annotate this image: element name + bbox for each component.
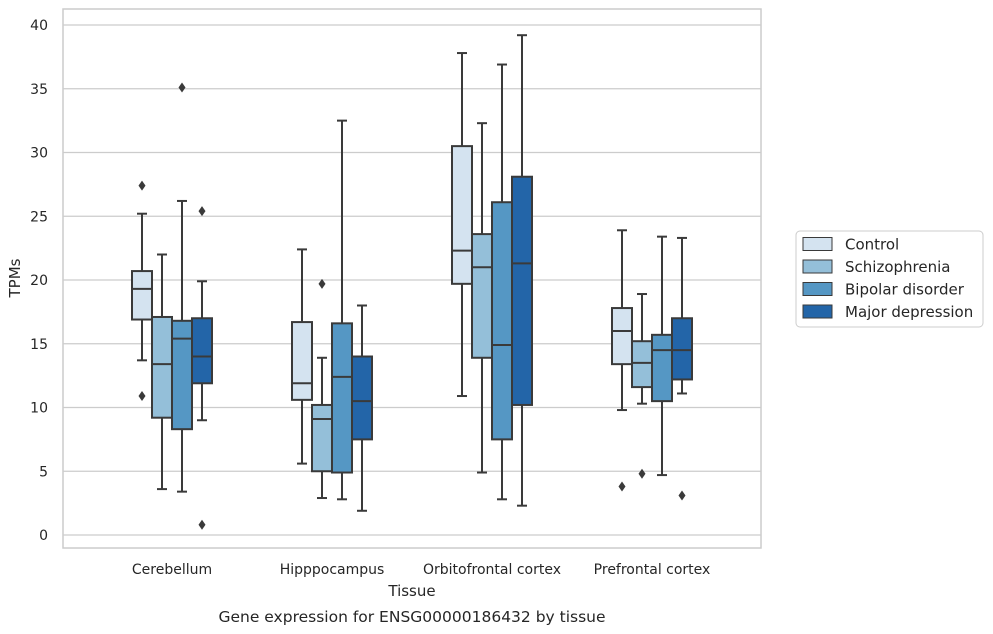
outlier-point (618, 481, 626, 492)
box-groups (131, 34, 693, 530)
chart-caption: Gene expression for ENSG00000186432 by t… (218, 608, 605, 626)
box-body (671, 317, 693, 381)
legend-frame (795, 230, 984, 328)
y-tick-label: 40 (30, 18, 48, 34)
box-body (451, 145, 473, 285)
outlier-point (678, 490, 686, 501)
y-tick-label: 25 (30, 209, 48, 225)
box-body (611, 307, 633, 366)
legend-label: Control (845, 236, 899, 254)
box (191, 206, 213, 530)
box (311, 278, 333, 500)
legend-swatch (802, 259, 833, 274)
box (651, 235, 673, 477)
outlier-point (198, 519, 206, 530)
series-schizophrenia (151, 122, 653, 500)
legend-label: Bipolar disorder (845, 281, 965, 299)
series-major-depression (191, 34, 693, 530)
box (151, 253, 173, 491)
box-body (151, 315, 173, 419)
box (611, 229, 633, 492)
y-tick-label: 5 (39, 464, 48, 480)
box-body (191, 317, 213, 385)
box-body (491, 201, 513, 441)
y-tick-label: 20 (30, 273, 48, 289)
gridlines (63, 24, 761, 536)
outlier-point (638, 468, 646, 479)
y-axis-ticks: 0 5 10 15 20 25 30 35 40 (30, 18, 48, 544)
x-axis-label: Tissue (387, 582, 435, 600)
box (291, 248, 313, 465)
box-body (631, 340, 653, 389)
legend-swatch (802, 237, 833, 251)
y-tick-label: 0 (39, 528, 48, 544)
plot-frame (62, 8, 762, 549)
box-body (291, 321, 313, 401)
outlier-point (318, 278, 326, 289)
legend-label: Schizophrenia (845, 258, 950, 276)
box-body (651, 333, 673, 403)
box (131, 180, 153, 402)
box-body (471, 233, 493, 359)
x-tick-label: Cerebellum (132, 562, 212, 578)
box (451, 52, 473, 398)
legend-label: Major depression (845, 303, 973, 321)
series-control (131, 52, 633, 492)
y-tick-label: 30 (30, 146, 48, 162)
outlier-point (198, 206, 206, 217)
box (471, 122, 493, 474)
box (331, 119, 353, 501)
y-tick-label: 10 (30, 401, 48, 417)
box (511, 34, 533, 507)
y-axis-label: TPMs (6, 258, 24, 298)
legend-swatch (802, 304, 833, 319)
y-tick-label: 35 (30, 82, 48, 98)
x-tick-label: Prefrontal cortex (594, 562, 711, 578)
box-body (131, 270, 153, 321)
box-body (171, 319, 193, 431)
box-body (351, 355, 373, 441)
x-tick-label: Orbitofrontal cortex (423, 562, 561, 578)
x-tick-label: Hipppocampus (280, 562, 385, 578)
y-tick-label: 15 (30, 337, 48, 353)
outlier-point (138, 180, 146, 191)
box (491, 63, 513, 501)
box (631, 293, 653, 479)
x-axis-ticks: Cerebellum Hipppocampus Orbitofrontal cort… (132, 562, 710, 578)
legend: Control Schizophrenia Bipolar disorder Majo… (795, 230, 984, 328)
outlier-point (138, 391, 146, 402)
box (171, 82, 193, 493)
box-body (331, 322, 353, 474)
series-bipolar-disorder (171, 63, 673, 501)
box-body (511, 175, 533, 406)
outlier-point (178, 82, 186, 93)
box-body (311, 403, 333, 473)
legend-swatch (802, 282, 833, 296)
box (351, 304, 373, 512)
box (671, 236, 693, 501)
